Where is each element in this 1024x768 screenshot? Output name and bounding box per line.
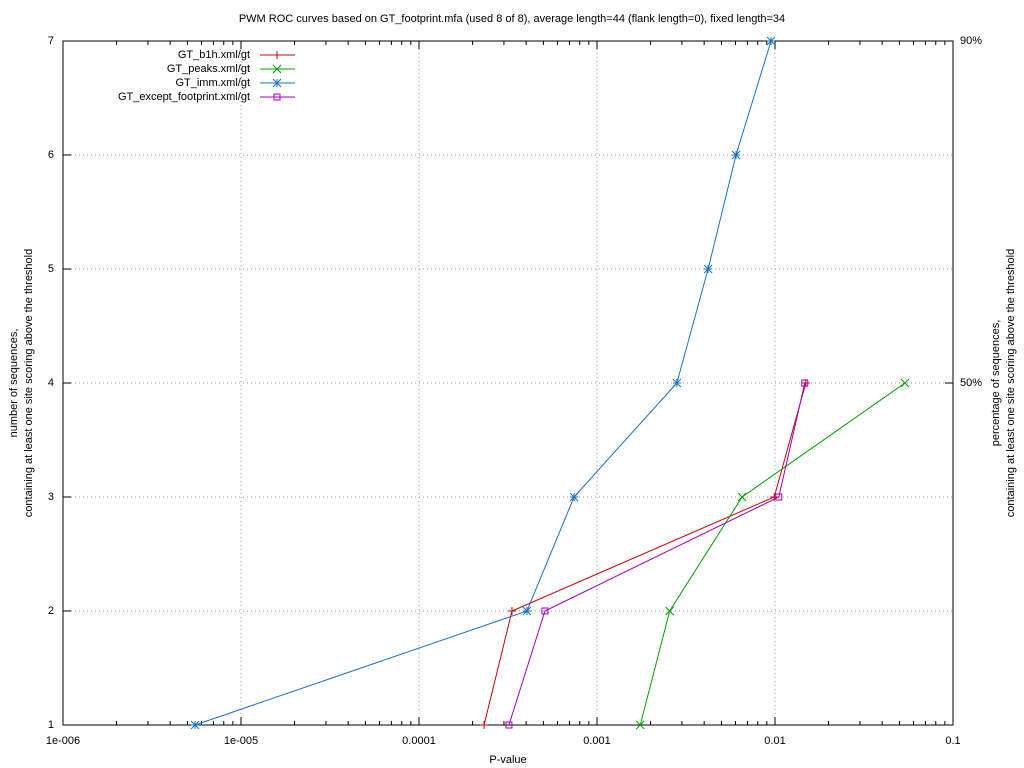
legend-marker bbox=[273, 51, 281, 59]
data-point bbox=[801, 379, 809, 387]
data-point bbox=[737, 492, 747, 502]
x-tick-label: 0.001 bbox=[583, 735, 611, 747]
legend-marker bbox=[273, 93, 281, 101]
y-axis-label: number of sequences, bbox=[8, 329, 20, 438]
series-line bbox=[483, 382, 807, 726]
series-line bbox=[639, 382, 906, 726]
y-tick-label: 1 bbox=[48, 719, 54, 731]
data-point bbox=[775, 493, 783, 501]
legend-marker bbox=[272, 64, 282, 74]
y-tick-label: 6 bbox=[48, 149, 54, 161]
data-point bbox=[505, 721, 513, 729]
data-point bbox=[480, 721, 489, 729]
y-tick-label: 7 bbox=[48, 35, 54, 47]
legend-label: GT_except_footprint.xml/gt bbox=[118, 91, 250, 103]
data-point bbox=[541, 607, 549, 615]
x-tick-label: 0.01 bbox=[764, 735, 785, 747]
plot-frame bbox=[62, 40, 954, 726]
x-axis-label: P-value bbox=[489, 754, 526, 766]
y2-axis-label: containing at least one site scoring abo… bbox=[1005, 249, 1017, 517]
data-point bbox=[635, 720, 645, 730]
data-point bbox=[665, 606, 675, 616]
data-point bbox=[672, 378, 682, 388]
data-point bbox=[900, 378, 910, 388]
legend-label: GT_b1h.xml/gt bbox=[178, 49, 250, 61]
series-line bbox=[508, 382, 806, 726]
x-tick-label: 0.1 bbox=[945, 735, 960, 747]
legend-marker bbox=[272, 78, 282, 88]
y-tick-label: 3 bbox=[48, 491, 54, 503]
data-point bbox=[522, 606, 532, 616]
legend-label: GT_peaks.xml/gt bbox=[167, 63, 250, 75]
legend-label: GT_imm.xml/gt bbox=[175, 77, 250, 89]
y-tick-label: 5 bbox=[48, 263, 54, 275]
data-point bbox=[507, 607, 516, 615]
x-tick-label: 1e-005 bbox=[224, 735, 258, 747]
x-tick-label: 0.0001 bbox=[402, 735, 436, 747]
y-tick-label: 2 bbox=[48, 605, 54, 617]
data-point bbox=[703, 264, 713, 274]
x-tick-label: 1e-006 bbox=[46, 735, 80, 747]
y-tick-label: 4 bbox=[48, 377, 54, 389]
chart-title: PWM ROC curves based on GT_footprint.mfa… bbox=[239, 13, 785, 25]
y2-axis-label: percentage of sequences, bbox=[990, 320, 1002, 447]
y2-tick-label: 90% bbox=[960, 35, 982, 47]
y-axis-label: containing at least one site scoring abo… bbox=[23, 249, 35, 517]
data-point bbox=[766, 36, 776, 46]
data-point bbox=[731, 150, 741, 160]
data-point bbox=[190, 720, 200, 730]
data-point bbox=[569, 492, 579, 502]
y2-tick-label: 50% bbox=[960, 377, 982, 389]
